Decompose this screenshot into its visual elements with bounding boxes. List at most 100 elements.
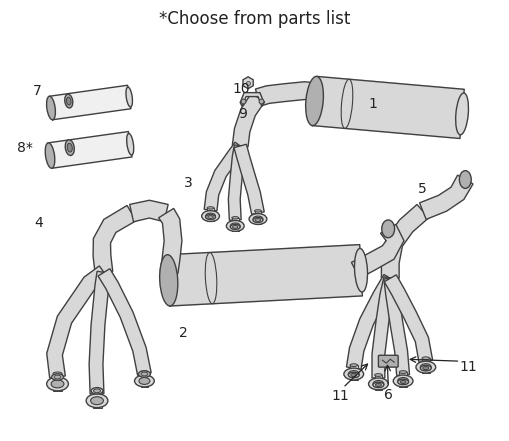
Text: 7: 7 [33,84,42,97]
Ellipse shape [159,255,178,306]
Ellipse shape [455,93,468,135]
Ellipse shape [51,380,64,388]
Bar [92,390,101,407]
Text: 5: 5 [417,183,426,196]
Bar [140,372,148,387]
Ellipse shape [349,364,357,366]
Ellipse shape [343,368,363,380]
Text: 11: 11 [459,360,476,374]
Text: 9: 9 [238,107,246,121]
Bar [349,365,357,380]
Polygon shape [383,277,409,376]
Bar [232,218,238,232]
Ellipse shape [230,224,240,229]
Ellipse shape [381,220,394,238]
Ellipse shape [46,96,55,120]
Bar [53,374,62,391]
Polygon shape [228,145,245,220]
Bar [254,211,261,224]
Polygon shape [167,245,362,306]
Ellipse shape [207,207,214,209]
Polygon shape [93,206,136,273]
Bar [399,372,406,387]
Polygon shape [312,76,463,138]
Text: 2: 2 [179,325,187,340]
Ellipse shape [126,87,132,107]
Bar [374,375,381,390]
Ellipse shape [372,381,383,387]
Text: 10: 10 [232,82,249,96]
Polygon shape [371,277,395,378]
Ellipse shape [46,377,68,391]
Ellipse shape [397,377,408,385]
Ellipse shape [230,223,240,229]
Ellipse shape [421,357,429,359]
Polygon shape [419,175,472,219]
Text: 6: 6 [384,388,392,402]
Ellipse shape [91,388,103,394]
Ellipse shape [252,216,262,222]
Polygon shape [234,144,264,214]
Ellipse shape [126,134,133,155]
Ellipse shape [51,374,63,380]
Polygon shape [255,82,332,106]
Ellipse shape [348,370,358,377]
Ellipse shape [53,372,62,375]
Ellipse shape [140,372,148,376]
Polygon shape [204,142,245,211]
Polygon shape [89,271,110,394]
Ellipse shape [208,216,213,218]
Ellipse shape [415,361,435,373]
Polygon shape [346,274,396,369]
Polygon shape [240,93,263,106]
Ellipse shape [305,76,323,126]
Ellipse shape [139,377,150,385]
Ellipse shape [93,389,100,392]
Ellipse shape [254,209,261,212]
Ellipse shape [138,371,150,377]
Ellipse shape [134,375,154,387]
FancyBboxPatch shape [378,355,398,367]
Ellipse shape [354,248,367,292]
Ellipse shape [54,375,61,379]
Polygon shape [232,93,264,147]
Polygon shape [381,205,428,278]
Ellipse shape [399,371,406,374]
Ellipse shape [232,217,238,219]
Polygon shape [49,85,131,120]
Ellipse shape [205,213,215,219]
Ellipse shape [67,143,72,152]
Ellipse shape [374,374,381,377]
Text: *Choose from parts list: *Choose from parts list [159,10,350,28]
Polygon shape [351,224,403,278]
Text: 8*: 8* [17,141,33,155]
Ellipse shape [348,372,358,378]
Ellipse shape [86,394,108,407]
Text: 4: 4 [35,216,43,230]
Ellipse shape [372,382,383,388]
Ellipse shape [201,211,219,221]
Polygon shape [47,266,108,378]
Polygon shape [383,275,432,363]
Ellipse shape [226,220,244,232]
Ellipse shape [232,225,238,228]
Polygon shape [48,131,132,168]
Ellipse shape [140,371,148,374]
Ellipse shape [459,171,470,188]
Ellipse shape [392,375,412,387]
Bar [207,208,214,221]
Bar [421,358,429,373]
Ellipse shape [400,380,405,384]
Ellipse shape [65,140,74,156]
Ellipse shape [419,364,431,370]
Ellipse shape [252,217,262,222]
Ellipse shape [92,389,101,392]
Ellipse shape [254,219,260,221]
Text: 1: 1 [368,97,377,112]
Polygon shape [242,77,253,89]
Ellipse shape [65,94,73,108]
Ellipse shape [91,397,103,405]
Polygon shape [129,200,168,222]
Ellipse shape [205,215,215,220]
Ellipse shape [368,378,387,390]
